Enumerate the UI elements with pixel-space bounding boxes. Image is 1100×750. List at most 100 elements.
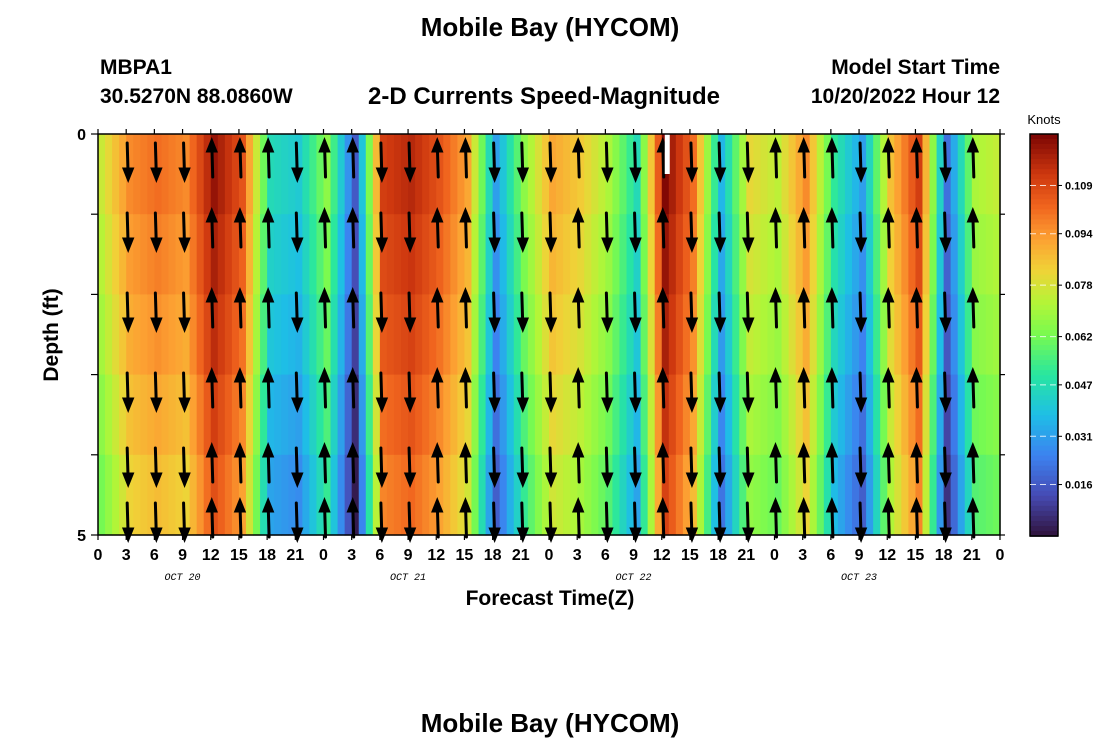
heatmap-cell (887, 454, 895, 536)
heatmap-cell (140, 374, 148, 456)
heatmap-cell (450, 214, 458, 295)
arrow-head (742, 397, 755, 414)
heatmap-cell (591, 374, 599, 456)
arrow-head (769, 441, 782, 458)
heatmap-cell (351, 454, 360, 536)
colorbar-segment (1030, 239, 1058, 246)
heatmap-cell (295, 374, 303, 456)
heatmap-cell (929, 294, 938, 376)
heatmap-cell (760, 214, 769, 295)
arrow-head (910, 136, 923, 153)
heatmap-cell (901, 214, 909, 295)
model-start-value: 10/20/2022 Hour 12 (810, 85, 1000, 108)
heatmap-cell (943, 214, 952, 295)
heatmap-cell (978, 134, 987, 215)
arrow-head (939, 317, 952, 334)
heatmap-cell (203, 294, 212, 376)
arrow-head (150, 237, 163, 254)
heatmap-cell (675, 214, 684, 295)
heatmap-cell (894, 294, 902, 376)
heatmap-cell (260, 454, 268, 536)
heatmap-cell (464, 134, 473, 215)
arrow-head (713, 527, 727, 544)
heatmap-cell (175, 454, 184, 536)
colorbar-segment (1030, 279, 1058, 286)
heatmap-cell (668, 134, 677, 215)
heatmap-cell (168, 214, 177, 295)
heatmap-cell (464, 454, 473, 536)
heatmap-cell (908, 214, 917, 295)
arrow-head (431, 496, 444, 513)
heatmap-cell (964, 374, 973, 456)
heatmap-cell (281, 374, 289, 456)
heatmap-cell (915, 454, 924, 536)
heatmap-cell (147, 374, 155, 456)
heatmap-cell (112, 134, 120, 215)
heatmap-cell (457, 374, 466, 456)
arrow-head (882, 366, 895, 383)
colorbar-segment (1030, 234, 1058, 241)
colorbar-segment (1030, 224, 1058, 231)
heatmap-cell (760, 454, 769, 536)
heatmap-cell (386, 454, 395, 536)
arrow-head (291, 167, 304, 184)
x-tick-label: 15 (230, 547, 248, 564)
arrow-head (910, 441, 923, 458)
heatmap-cell (471, 374, 480, 456)
arrow-head (121, 527, 135, 544)
heatmap-cell (210, 214, 219, 295)
heatmap-cell (929, 374, 938, 456)
arrow-head (178, 527, 191, 544)
heatmap-cell (725, 214, 733, 295)
heatmap-cell (443, 374, 451, 456)
colorbar-segment (1030, 530, 1058, 537)
arrow-head (797, 366, 810, 383)
heatmap-cell (224, 134, 233, 215)
heatmap-cell (457, 214, 466, 295)
heatmap-cell (844, 374, 853, 456)
heatmap-cell (739, 214, 747, 295)
heatmap-cell (105, 214, 113, 295)
heatmap-cell (281, 454, 289, 536)
heatmap-cell (119, 294, 127, 376)
heatmap-cell (196, 134, 205, 215)
heatmap-cell (682, 454, 691, 536)
arrow-head (150, 317, 163, 334)
colorbar-segment (1030, 445, 1058, 452)
heatmap-cell (408, 214, 416, 295)
heatmap-cell (943, 374, 952, 456)
heatmap-cell (732, 214, 740, 295)
heatmap-cell (386, 134, 395, 215)
date-label: OCT 20 (165, 573, 201, 584)
colorbar-segment (1030, 345, 1058, 351)
heatmap-cell (802, 294, 811, 376)
heatmap-cell (140, 134, 148, 215)
heatmap-cell (978, 374, 987, 456)
colorbar-segment (1030, 440, 1058, 447)
colorbar-segment (1030, 335, 1058, 341)
arrow-head (178, 317, 191, 334)
x-tick-label: 6 (601, 547, 610, 564)
heatmap-cell (654, 134, 663, 215)
x-tick-label: 9 (629, 547, 638, 564)
heatmap-cell (950, 134, 959, 215)
arrow-head (854, 472, 868, 489)
heatmap-cell (640, 454, 649, 536)
arrow-head (121, 317, 135, 334)
heatmap-cell (295, 454, 303, 536)
heatmap-cell (154, 294, 163, 376)
heatmap-cell (563, 134, 571, 215)
heatmap-cell (922, 134, 931, 215)
heatmap-cell (161, 454, 170, 536)
colorbar-segment (1030, 204, 1058, 211)
heatmap-cell (577, 374, 585, 456)
heatmap-cell (696, 134, 705, 215)
arrow-head (854, 237, 868, 254)
arrow-head (459, 366, 472, 383)
heatmap-cell (682, 214, 691, 295)
heatmap-cell (527, 134, 536, 215)
y-tick-label: 0 (77, 127, 86, 144)
heatmap-cell (563, 294, 571, 376)
arrow-head (854, 397, 868, 414)
colorbar-segment (1030, 375, 1058, 382)
